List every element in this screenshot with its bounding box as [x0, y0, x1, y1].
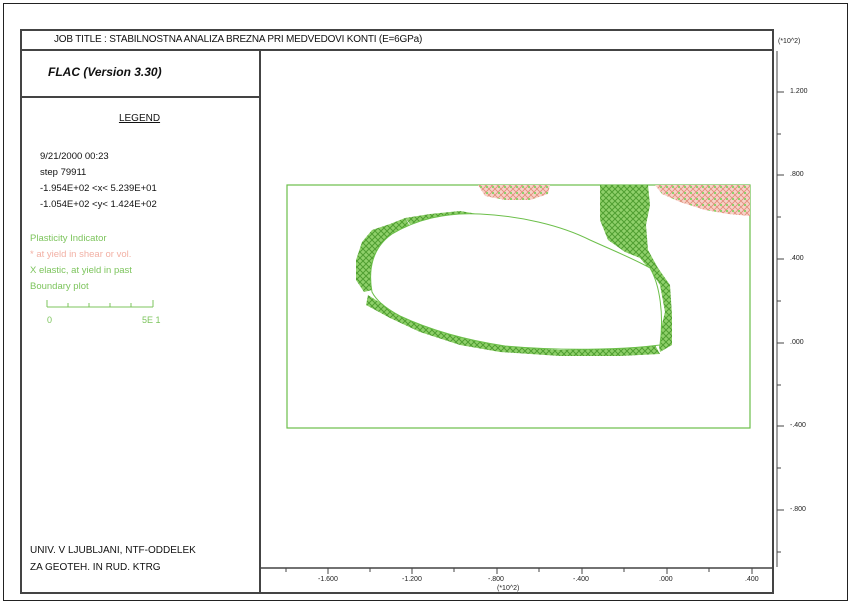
- cavern-outline: [370, 213, 663, 350]
- org-line-2: ZA GEOTEH. IN RUD. KTRG: [30, 562, 161, 573]
- x-axis-ticks: [285, 568, 753, 574]
- x-tick-label: -1.600: [318, 576, 338, 583]
- legend-title: LEGEND: [118, 113, 161, 124]
- yield-zone-top-center: [478, 185, 550, 200]
- legend-item-yield-now: * at yield in shear or vol.: [30, 249, 132, 260]
- y-range: -1.054E+02 <y< 1.424E+02: [40, 199, 157, 210]
- x-tick-label: -.800: [488, 576, 504, 583]
- legend-item-plasticity: Plasticity Indicator: [30, 233, 107, 244]
- y-tick-label: -.800: [790, 506, 806, 513]
- legend-item-boundary: Boundary plot: [30, 281, 89, 292]
- x-range: -1.954E+02 <x< 5.239E+01: [40, 183, 157, 194]
- x-tick-label: -.400: [573, 576, 589, 583]
- run-info: 9/21/2000 00:23 step 79911 -1.954E+02 <x…: [40, 149, 157, 213]
- y-tick-label: .400: [790, 255, 804, 262]
- y-axis-unit: (*10^2): [778, 38, 801, 45]
- run-date: 9/21/2000 00:23: [40, 151, 109, 162]
- program-title: FLAC (Version 3.30): [20, 51, 259, 98]
- page-border: [3, 3, 848, 601]
- y-tick-label: .000: [790, 339, 804, 346]
- yield-zone-top-right: [655, 185, 750, 216]
- x-axis-unit: (*10^2): [497, 585, 520, 592]
- plastic-zone-right: [600, 185, 672, 352]
- legend-scale-bar: [46, 300, 154, 308]
- y-tick-label: 1.200: [790, 88, 808, 95]
- organization: UNIV. V LJUBLJANI, NTF-ODDELEK ZA GEOTEH…: [30, 542, 196, 576]
- x-tick-label: .400: [745, 576, 759, 583]
- org-line-1: UNIV. V LJUBLJANI, NTF-ODDELEK: [30, 545, 196, 556]
- run-step: step 79911: [40, 167, 87, 178]
- x-tick-label: -1.200: [402, 576, 422, 583]
- legend-items: Plasticity Indicator * at yield in shear…: [30, 231, 132, 295]
- scale-max-label: 5E 1: [142, 315, 161, 325]
- y-tick-label: .800: [790, 171, 804, 178]
- plot-frame: [20, 29, 774, 594]
- legend-panel: FLAC (Version 3.30) LEGEND 9/21/2000 00:…: [20, 51, 261, 594]
- job-title: JOB TITLE : STABILNOSTNA ANALIZA BREZNA …: [20, 29, 774, 51]
- x-tick-label: .000: [659, 576, 673, 583]
- legend-item-elastic-past: X elastic, at yield in past: [30, 265, 132, 276]
- scale-min-label: 0: [47, 315, 53, 325]
- y-tick-label: -.400: [790, 422, 806, 429]
- y-axis-ticks: [777, 91, 784, 553]
